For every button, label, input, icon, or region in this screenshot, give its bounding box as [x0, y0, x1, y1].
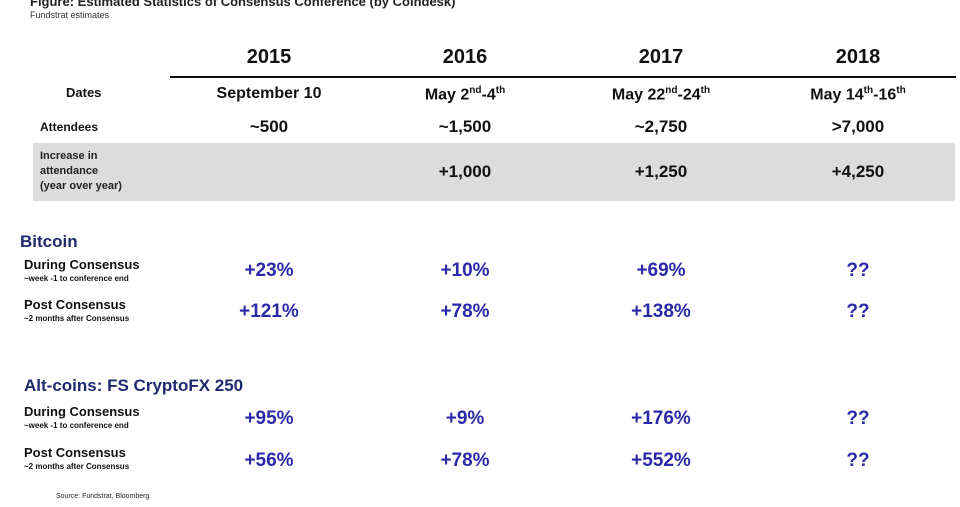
year-header-2016: 2016	[442, 46, 488, 68]
attendees-2017: ~2,750	[634, 117, 688, 136]
altcoins-during-2016: +9%	[445, 408, 485, 429]
bitcoin-post-2018: ??	[846, 301, 870, 322]
attendees-2018: >7,000	[831, 117, 885, 136]
altcoins-during-2018: ??	[846, 408, 870, 429]
bitcoin-during-label: During Consensus ~week -1 to conference …	[24, 257, 140, 284]
altcoins-during-2015: +95%	[244, 408, 294, 429]
increase-2017: +1,250	[634, 162, 688, 181]
bitcoin-section-title: Bitcoin	[20, 232, 78, 251]
date-2017: May 22nd-24th	[611, 85, 711, 104]
date-2015: September 10	[216, 85, 322, 102]
attendees-2015: ~500	[249, 117, 289, 136]
date-2016: May 2nd-4th	[424, 85, 506, 104]
bitcoin-post-2015: +121%	[239, 301, 299, 322]
bitcoin-during-2018: ??	[846, 260, 870, 281]
altcoins-post-2015: +56%	[244, 450, 294, 471]
altcoins-post-2016: +78%	[440, 450, 490, 471]
bitcoin-during-2015: +23%	[244, 260, 294, 281]
year-header-2015: 2015	[246, 46, 292, 68]
figure-subtitle: Fundstrat estimates	[30, 10, 110, 20]
bitcoin-post-2016: +78%	[440, 301, 490, 322]
increase-2016: +1,000	[438, 162, 492, 181]
altcoins-during-label: During Consensus ~week -1 to conference …	[24, 404, 140, 431]
year-header-2017: 2017	[638, 46, 684, 68]
attendees-2016: ~1,500	[438, 117, 492, 136]
increase-2018: +4,250	[831, 162, 885, 181]
increase-label: Increase in attendance (year over year)	[40, 150, 122, 192]
attendees-label: Attendees	[40, 120, 99, 134]
dates-label: Dates	[66, 85, 102, 100]
bitcoin-post-2017: +138%	[631, 301, 691, 322]
bitcoin-during-2016: +10%	[440, 260, 490, 281]
altcoins-post-label: Post Consensus ~2 months after Consensus	[24, 445, 130, 472]
altcoins-post-2017: +552%	[631, 450, 691, 471]
increase-band	[33, 143, 955, 201]
source-note: Source: Fundstrat, Bloomberg	[56, 493, 150, 500]
altcoins-during-2017: +176%	[631, 408, 691, 429]
bitcoin-post-label: Post Consensus ~2 months after Consensus	[24, 297, 130, 324]
altcoins-section-title: Alt-coins: FS CryptoFX 250	[24, 376, 244, 395]
bitcoin-during-2017: +69%	[636, 260, 686, 281]
header-rule	[170, 76, 956, 78]
figure-title: Figure: Estimated Statistics of Consensu…	[30, 0, 456, 9]
altcoins-post-2018: ??	[846, 450, 870, 471]
date-2018: May 14th-16th	[810, 85, 906, 104]
year-header-2018: 2018	[835, 46, 881, 68]
